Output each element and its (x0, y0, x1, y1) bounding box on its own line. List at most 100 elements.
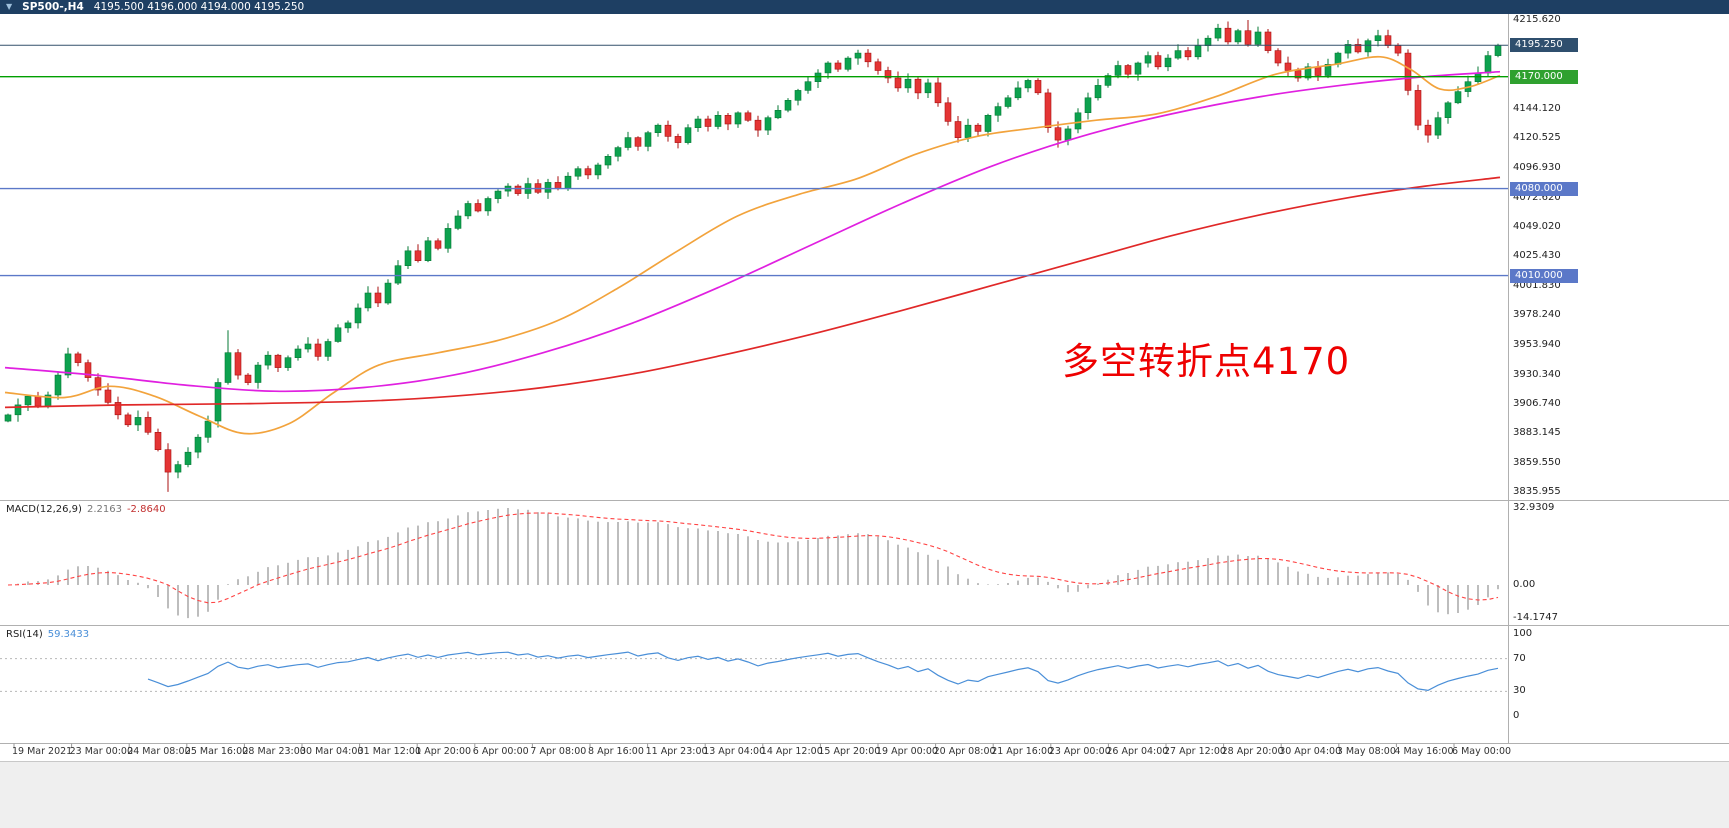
candle-body (664, 124, 672, 137)
candle-body (1424, 124, 1432, 136)
candle-body (1154, 55, 1162, 68)
candle-body (474, 203, 482, 212)
candle-body (514, 185, 522, 194)
candle-body (284, 357, 292, 368)
candle-body (74, 353, 82, 363)
candle-body (1384, 35, 1392, 46)
candle-body (1314, 66, 1322, 76)
candle-body (624, 137, 632, 148)
ma-fast-line (4, 55, 1501, 435)
candle-body (764, 117, 772, 131)
chart-symbol-title: SP500-,H4 (22, 1, 84, 13)
candle-body (1454, 91, 1462, 104)
candle-body (214, 382, 222, 422)
candle-body (744, 112, 752, 121)
candle-body (1184, 50, 1192, 58)
candle-body (1054, 127, 1062, 141)
candle-body (994, 106, 1002, 116)
rsi-value: 59.3433 (47, 629, 90, 640)
candle-body (264, 354, 272, 366)
candle-body (564, 175, 572, 189)
candle-body (344, 322, 352, 329)
candle-body (314, 343, 322, 357)
candle-body (934, 82, 942, 104)
macd-name: MACD(12,26,9) (6, 504, 82, 515)
candle-body (1444, 102, 1452, 119)
candle-body (604, 156, 612, 166)
candle-body (774, 110, 782, 119)
candle-body (654, 124, 662, 133)
candle-body (124, 414, 132, 426)
candle-body (914, 78, 922, 94)
candle-body (724, 115, 732, 125)
annotation-text[interactable]: 多空转折点4170 (1062, 340, 1351, 383)
candle-body (684, 127, 692, 143)
candle-body (1374, 35, 1382, 42)
candle-body (34, 395, 42, 407)
candle-body (64, 353, 72, 376)
candle-body (1264, 31, 1272, 51)
candle-body (1084, 97, 1092, 114)
symbol-dropdown-icon[interactable]: ▼ (6, 2, 13, 11)
candle-body (584, 168, 592, 176)
candle-body (674, 136, 682, 143)
candle-body (784, 100, 792, 111)
macd-main-value: 2.2163 (86, 504, 122, 515)
ohlc-readout: 4195.500 4196.000 4194.000 4195.250 (93, 1, 305, 13)
candle-body (1484, 55, 1492, 74)
candle-body (164, 449, 172, 473)
candle-body (574, 168, 582, 177)
candle-body (84, 362, 92, 378)
candle-body (1234, 30, 1242, 43)
candle-body (1114, 65, 1122, 76)
candle-body (644, 132, 652, 147)
candle-body (174, 464, 182, 473)
candle-body (734, 112, 742, 125)
candle-body (194, 436, 202, 453)
candle-body (324, 341, 332, 357)
candle-body (1044, 92, 1052, 129)
candle-body (364, 292, 372, 309)
ma-slow-line (4, 176, 1501, 409)
candle-body (114, 402, 122, 416)
candle-body (494, 190, 502, 199)
candle-body (984, 115, 992, 132)
candle-body (1134, 62, 1142, 75)
candle-body (1364, 40, 1372, 53)
candle-body (374, 292, 382, 304)
candle-body (184, 451, 192, 465)
candle-body (834, 62, 842, 70)
candle-body (1194, 45, 1202, 58)
candle-body (1254, 31, 1262, 45)
candle-body (594, 164, 602, 176)
candle-body (824, 62, 832, 74)
candle-body (694, 118, 702, 128)
candle-body (864, 52, 872, 63)
candle-body (1494, 44, 1502, 56)
candle-body (1034, 80, 1042, 94)
candle-body (1354, 44, 1362, 53)
candle-body (1104, 75, 1112, 86)
candle-body (424, 240, 432, 262)
candle-body (884, 70, 892, 79)
candle-body (1064, 128, 1072, 141)
candle-body (464, 203, 472, 217)
candle-body (244, 374, 252, 383)
candle-body (54, 374, 62, 396)
candle-body (274, 354, 282, 368)
candle-body (1344, 44, 1352, 54)
candle-body (1214, 27, 1222, 39)
candle-body (554, 182, 562, 189)
candle-body (954, 121, 962, 139)
candle-body (294, 348, 302, 358)
candle-body (804, 81, 812, 91)
candle-body (444, 228, 452, 249)
candle-body (844, 57, 852, 70)
candle-body (1394, 45, 1402, 54)
candle-body (1244, 30, 1252, 45)
macd-indicator-label: MACD(12,26,9) 2.2163 -2.8640 (6, 504, 166, 515)
candle-body (354, 307, 362, 324)
candle-body (94, 377, 102, 391)
candle-body (1124, 65, 1132, 75)
